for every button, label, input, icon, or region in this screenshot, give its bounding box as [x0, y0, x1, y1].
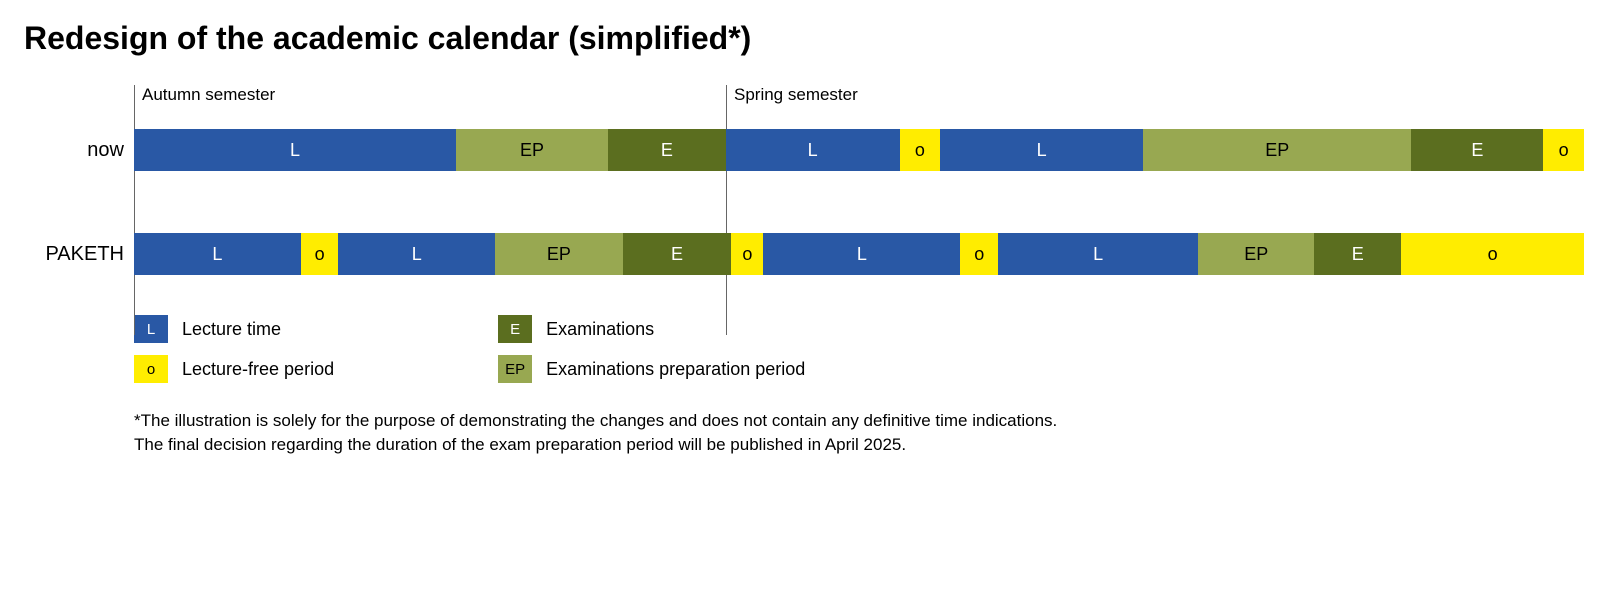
segment-o: o	[731, 233, 763, 275]
legend-label: Lecture time	[182, 319, 281, 340]
legend-swatch: o	[134, 355, 168, 383]
segment-ep: EP	[495, 233, 623, 275]
legend-label: Examinations	[546, 319, 654, 340]
legend-item: L Lecture time	[134, 315, 334, 343]
segment-e: E	[623, 233, 732, 275]
legend-swatch: EP	[498, 355, 532, 383]
segment-ep: EP	[1198, 233, 1314, 275]
row-bar: LEPELoLEPEo	[134, 129, 1584, 171]
segment-o: o	[1543, 129, 1584, 171]
segment-e: E	[608, 129, 725, 171]
segment-o: o	[301, 233, 339, 275]
segment-ep: EP	[1143, 129, 1411, 171]
legend-item: EP Examinations preparation period	[498, 355, 805, 383]
segment-o: o	[960, 233, 998, 275]
row-bar: LoLEPEoLoLEPEo	[134, 233, 1584, 275]
footnote: *The illustration is solely for the purp…	[134, 409, 1584, 457]
segment-o: o	[900, 129, 941, 171]
legend-column: L Lecture time o Lecture-free period	[134, 315, 334, 383]
segment-l: L	[338, 233, 495, 275]
segment-l: L	[726, 129, 900, 171]
legend-item: o Lecture-free period	[134, 355, 334, 383]
legend-column: E Examinations EP Examinations preparation …	[498, 315, 805, 383]
segment-l: L	[998, 233, 1198, 275]
semester-divider	[726, 85, 727, 335]
footnote-line: The final decision regarding the duratio…	[134, 433, 1584, 457]
calendar-row: nowLEPELoLEPEo	[134, 129, 1584, 171]
segment-l: L	[134, 129, 456, 171]
segment-l: L	[763, 233, 960, 275]
page-title: Redesign of the academic calendar (simpl…	[24, 20, 1576, 57]
row-label: PAKETH	[24, 243, 124, 266]
segment-o: o	[1401, 233, 1584, 275]
legend-label: Examinations preparation period	[546, 359, 805, 380]
legend: L Lecture time o Lecture-free period E Examin…	[134, 315, 1584, 383]
semester-label: Spring semester	[734, 85, 858, 105]
calendar-row: PAKETHLoLEPEoLoLEPEo	[134, 233, 1584, 275]
calendar-chart: Autumn semester Spring semester nowLEPELo…	[134, 85, 1584, 457]
row-label: now	[24, 139, 124, 162]
semester-labels: Autumn semester Spring semester	[134, 85, 1584, 111]
semester-label: Autumn semester	[142, 85, 275, 105]
segment-ep: EP	[456, 129, 608, 171]
segment-l: L	[940, 129, 1143, 171]
segment-e: E	[1314, 233, 1401, 275]
footnote-line: *The illustration is solely for the purp…	[134, 409, 1584, 433]
legend-label: Lecture-free period	[182, 359, 334, 380]
legend-item: E Examinations	[498, 315, 805, 343]
segment-l: L	[134, 233, 301, 275]
legend-swatch: L	[134, 315, 168, 343]
semester-divider	[134, 85, 135, 335]
legend-swatch: E	[498, 315, 532, 343]
segment-e: E	[1411, 129, 1543, 171]
